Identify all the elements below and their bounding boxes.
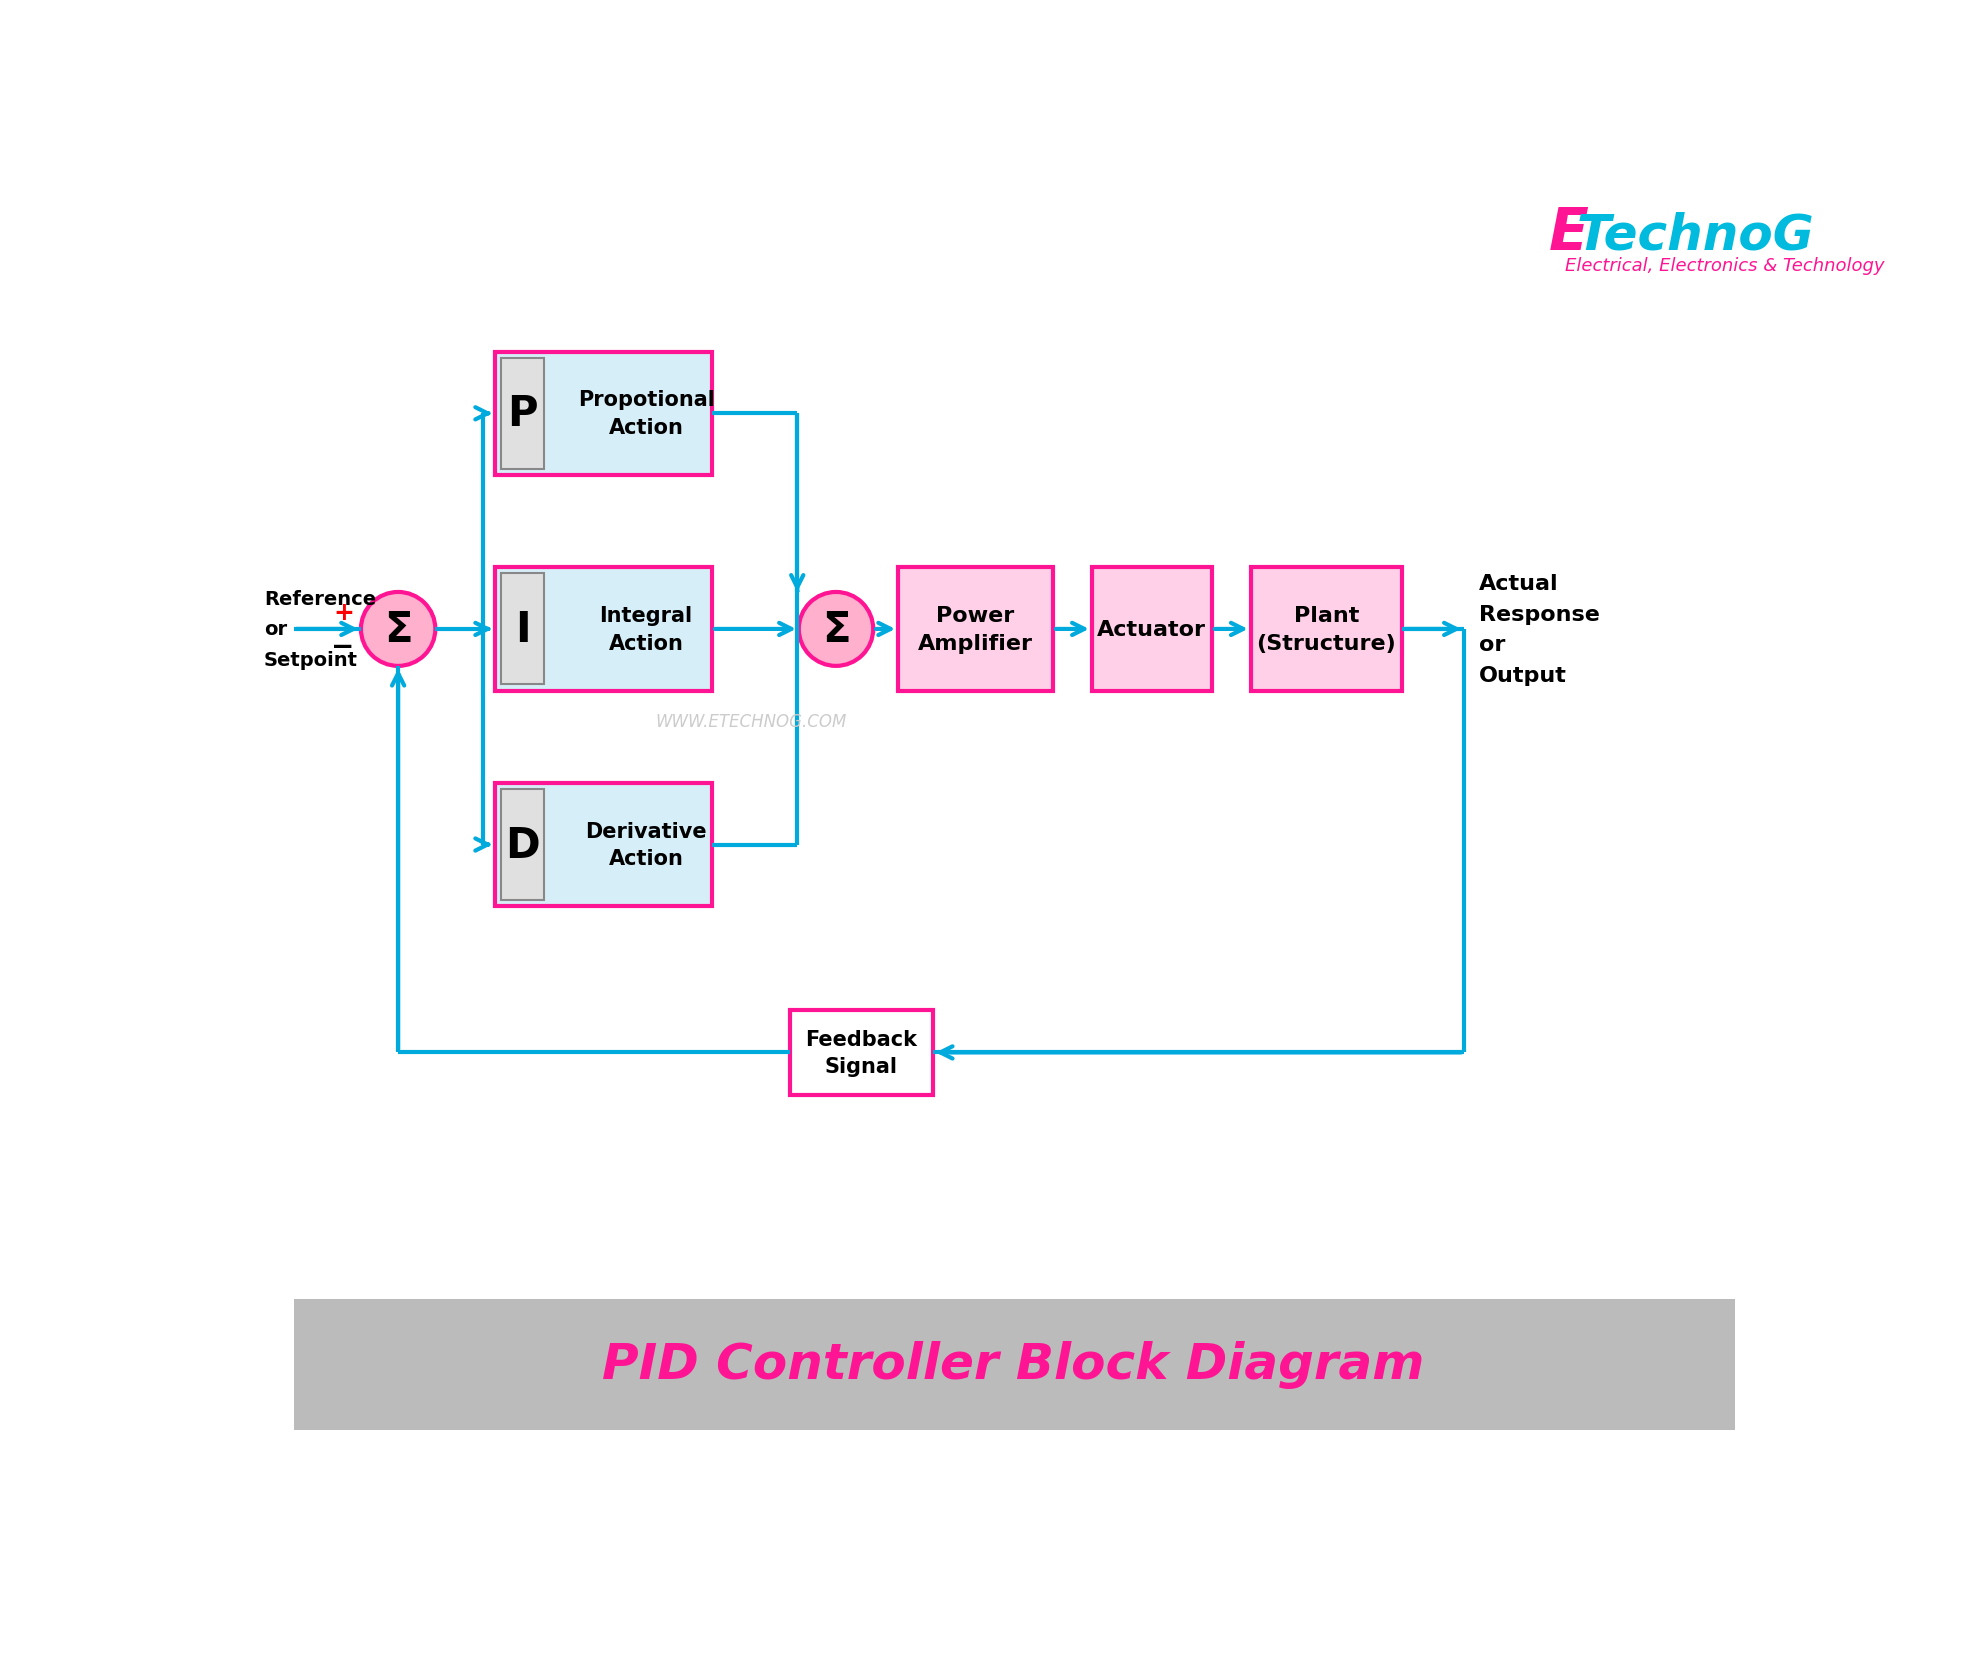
Text: Signal: Signal: [824, 1056, 897, 1077]
FancyBboxPatch shape: [1251, 568, 1401, 692]
Text: PID Controller Block Diagram: PID Controller Block Diagram: [601, 1341, 1425, 1389]
Text: Plant: Plant: [1294, 606, 1359, 626]
FancyBboxPatch shape: [502, 574, 543, 685]
Text: or: or: [265, 621, 287, 639]
Text: Action: Action: [609, 849, 684, 869]
Text: Power: Power: [937, 606, 1014, 626]
FancyBboxPatch shape: [294, 1299, 1735, 1430]
Text: TechnoG: TechnoG: [1577, 212, 1814, 260]
Text: Σ: Σ: [822, 609, 850, 650]
FancyBboxPatch shape: [502, 789, 543, 900]
FancyBboxPatch shape: [496, 353, 711, 475]
Circle shape: [798, 592, 873, 667]
Text: Response: Response: [1480, 604, 1601, 624]
Text: Feedback: Feedback: [804, 1029, 917, 1049]
Text: Setpoint: Setpoint: [265, 650, 358, 670]
Text: Propotional: Propotional: [577, 391, 715, 410]
FancyBboxPatch shape: [496, 568, 711, 692]
Text: Actuator: Actuator: [1097, 619, 1205, 639]
Text: Electrical, Electronics & Technology: Electrical, Electronics & Technology: [1565, 257, 1883, 275]
FancyBboxPatch shape: [790, 1011, 933, 1096]
Text: or: or: [1480, 636, 1506, 655]
Text: Actual: Actual: [1480, 573, 1559, 594]
FancyBboxPatch shape: [502, 359, 543, 470]
Text: +: +: [334, 601, 356, 624]
Text: (Structure): (Structure): [1257, 634, 1397, 654]
FancyBboxPatch shape: [1093, 568, 1211, 692]
FancyBboxPatch shape: [897, 568, 1053, 692]
Text: I: I: [514, 609, 530, 650]
Text: E: E: [1549, 205, 1589, 261]
Text: Reference: Reference: [265, 589, 375, 609]
Text: Integral: Integral: [599, 606, 694, 626]
Text: P: P: [508, 394, 537, 435]
Circle shape: [362, 592, 435, 667]
Text: Derivative: Derivative: [585, 821, 707, 841]
Text: Action: Action: [609, 419, 684, 439]
Text: −: −: [332, 632, 356, 660]
Text: D: D: [506, 824, 539, 866]
Text: WWW.ETECHNOG.COM: WWW.ETECHNOG.COM: [656, 713, 846, 732]
Text: Amplifier: Amplifier: [919, 634, 1033, 654]
FancyBboxPatch shape: [496, 783, 711, 907]
Text: Action: Action: [609, 634, 684, 654]
Text: Σ: Σ: [383, 609, 413, 650]
Text: Output: Output: [1480, 665, 1567, 685]
